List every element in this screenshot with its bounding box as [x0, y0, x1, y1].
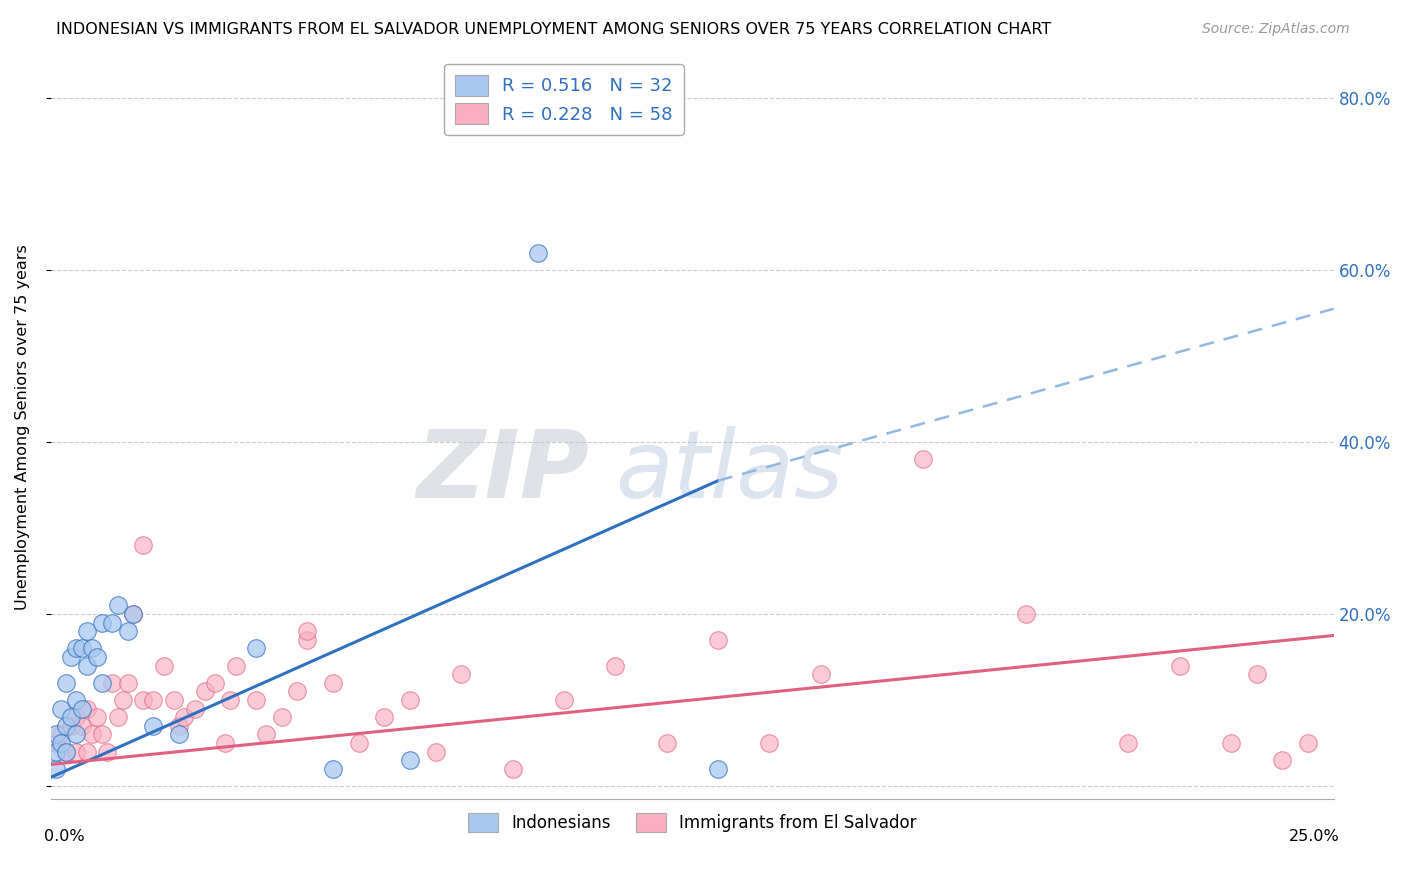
Point	[117, 624, 139, 639]
Point	[245, 693, 267, 707]
Point	[502, 762, 524, 776]
Point	[322, 675, 344, 690]
Point	[55, 745, 77, 759]
Point	[1118, 736, 1140, 750]
Point	[1271, 753, 1294, 767]
Point	[399, 693, 422, 707]
Y-axis label: Unemployment Among Seniors over 75 years: Unemployment Among Seniors over 75 years	[15, 244, 30, 610]
Point	[347, 736, 370, 750]
Point	[65, 727, 87, 741]
Text: ZIP: ZIP	[416, 425, 589, 517]
Text: 25.0%: 25.0%	[1289, 829, 1340, 844]
Point	[450, 667, 472, 681]
Point	[122, 607, 145, 621]
Point	[107, 599, 129, 613]
Point	[707, 632, 730, 647]
Point	[101, 675, 124, 690]
Point	[80, 727, 103, 741]
Point	[173, 710, 195, 724]
Text: atlas: atlas	[616, 426, 844, 517]
Point	[60, 719, 83, 733]
Point	[285, 684, 308, 698]
Point	[49, 701, 72, 715]
Point	[527, 246, 550, 260]
Point	[167, 727, 190, 741]
Text: Source: ZipAtlas.com: Source: ZipAtlas.com	[1202, 22, 1350, 37]
Point	[655, 736, 678, 750]
Point	[605, 658, 627, 673]
Point	[60, 710, 83, 724]
Point	[49, 727, 72, 741]
Point	[810, 667, 832, 681]
Point	[758, 736, 780, 750]
Point	[132, 693, 155, 707]
Point	[214, 736, 236, 750]
Point	[1168, 658, 1191, 673]
Point	[254, 727, 277, 741]
Point	[270, 710, 292, 724]
Point	[1296, 736, 1319, 750]
Point	[45, 745, 67, 759]
Point	[122, 607, 145, 621]
Point	[297, 632, 319, 647]
Point	[55, 745, 77, 759]
Point	[111, 693, 134, 707]
Point	[183, 701, 205, 715]
Point	[245, 641, 267, 656]
Point	[425, 745, 447, 759]
Point	[91, 675, 114, 690]
Point	[86, 710, 108, 724]
Point	[76, 701, 98, 715]
Point	[163, 693, 186, 707]
Point	[70, 641, 93, 656]
Point	[76, 658, 98, 673]
Point	[65, 641, 87, 656]
Point	[70, 701, 93, 715]
Point	[194, 684, 217, 698]
Point	[322, 762, 344, 776]
Point	[117, 675, 139, 690]
Point	[49, 736, 72, 750]
Text: INDONESIAN VS IMMIGRANTS FROM EL SALVADOR UNEMPLOYMENT AMONG SENIORS OVER 75 YEA: INDONESIAN VS IMMIGRANTS FROM EL SALVADO…	[56, 22, 1052, 37]
Point	[297, 624, 319, 639]
Point	[1015, 607, 1038, 621]
Point	[912, 452, 935, 467]
Point	[65, 745, 87, 759]
Point	[167, 719, 190, 733]
Point	[45, 736, 67, 750]
Point	[152, 658, 174, 673]
Text: 0.0%: 0.0%	[45, 829, 84, 844]
Point	[60, 650, 83, 665]
Point	[65, 693, 87, 707]
Point	[55, 719, 77, 733]
Point	[91, 727, 114, 741]
Point	[76, 624, 98, 639]
Point	[45, 727, 67, 741]
Point	[101, 615, 124, 630]
Point	[55, 675, 77, 690]
Point	[80, 641, 103, 656]
Point	[1246, 667, 1268, 681]
Point	[142, 693, 165, 707]
Point	[65, 710, 87, 724]
Point	[70, 719, 93, 733]
Point	[96, 745, 118, 759]
Point	[45, 762, 67, 776]
Legend: Indonesians, Immigrants from El Salvador: Indonesians, Immigrants from El Salvador	[461, 806, 924, 838]
Point	[553, 693, 575, 707]
Point	[204, 675, 226, 690]
Point	[1220, 736, 1243, 750]
Point	[225, 658, 247, 673]
Point	[86, 650, 108, 665]
Point	[142, 719, 165, 733]
Point	[399, 753, 422, 767]
Point	[76, 745, 98, 759]
Point	[373, 710, 395, 724]
Point	[91, 615, 114, 630]
Point	[132, 538, 155, 552]
Point	[707, 762, 730, 776]
Point	[219, 693, 242, 707]
Point	[107, 710, 129, 724]
